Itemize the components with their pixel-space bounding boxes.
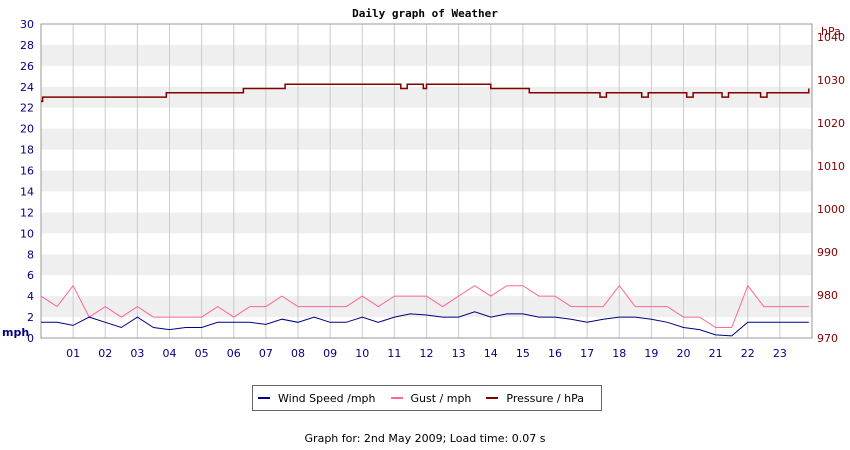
x-tick-label: 14 [484,347,498,360]
right-axis-ticks: 970 980 990 1000 1010 1020 1030 1040 [817,31,845,345]
right-tick-label: 980 [817,289,838,302]
left-axis-unit: mph [2,326,29,339]
legend-label-wind: Wind Speed /mph [278,391,376,405]
series-layer [40,83,810,337]
x-tick-label: 21 [709,347,723,360]
left-tick-label: 10 [20,227,34,240]
left-tick-label: 12 [20,206,34,219]
left-tick-label: 18 [20,144,34,157]
left-tick-label: 24 [20,81,34,94]
right-tick-label: 970 [817,332,838,345]
x-tick-label: 02 [98,347,112,360]
legend-item-gust: Gust / mph [390,391,472,405]
left-tick-label: 8 [27,248,34,261]
legend-label-gust: Gust / mph [410,391,472,405]
x-tick-label: 06 [227,347,241,360]
left-tick-label: 14 [20,185,34,198]
left-tick-label: 4 [27,290,34,303]
pressure-series [41,83,810,103]
x-tick-label: 10 [355,347,369,360]
x-tick-label: 07 [259,347,273,360]
x-tick-label: 08 [291,347,305,360]
x-tick-label: 23 [773,347,787,360]
left-tick-label: 22 [20,102,34,115]
x-tick-label: 22 [741,347,755,360]
legend-label-pressure: Pressure / hPa [506,391,584,405]
wind-series [41,311,809,337]
x-tick-label: 20 [677,347,691,360]
x-tick-label: 17 [580,347,594,360]
left-tick-label: 16 [20,165,34,178]
x-tick-label: 18 [612,347,626,360]
x-tick-label: 04 [163,347,177,360]
x-tick-label: 01 [66,347,80,360]
x-tick-label: 11 [387,347,401,360]
gust-swatch [390,397,403,399]
x-tick-label: 03 [130,347,144,360]
legend-item-wind: Wind Speed /mph [258,392,376,405]
x-tick-label: 19 [644,347,658,360]
gust-series [40,284,809,328]
legend: Wind Speed /mph Gust / mph Pressure / hP… [252,385,602,411]
x-tick-label: 15 [516,347,530,360]
right-tick-label: 1010 [817,160,845,173]
left-tick-label: 2 [27,311,34,324]
legend-item-pressure: Pressure / hPa [486,392,584,405]
right-tick-label: 1030 [817,74,845,87]
left-tick-label: 28 [20,39,34,52]
left-tick-label: 20 [20,123,34,136]
right-axis-unit: hPa [821,25,841,38]
pressure-swatch [486,397,499,399]
x-tick-label: 05 [195,347,209,360]
footer-status: Graph for: 2nd May 2009; Load time: 0.07… [304,432,546,445]
plot-frame [40,23,813,339]
right-tick-label: 1000 [817,203,845,216]
x-tick-label: 13 [452,347,466,360]
right-tick-label: 1020 [817,117,845,130]
x-tick-label: 09 [323,347,337,360]
left-tick-label: 0 [27,332,34,345]
x-axis-ticks: 01 02 03 04 05 06 07 08 09 10 11 12 13 14 15 16 17 18 19 20… [66,347,787,360]
x-tick-label: 16 [548,347,562,360]
right-tick-label: 990 [817,246,838,259]
left-tick-label: 6 [27,269,34,282]
x-tick-label: 12 [420,347,434,360]
chart-title: Daily graph of Weather [352,7,498,20]
right-tick-label: 1040 [817,31,845,44]
wind-swatch [258,397,270,399]
left-tick-label: 30 [20,18,34,31]
left-tick-label: 26 [20,60,34,73]
